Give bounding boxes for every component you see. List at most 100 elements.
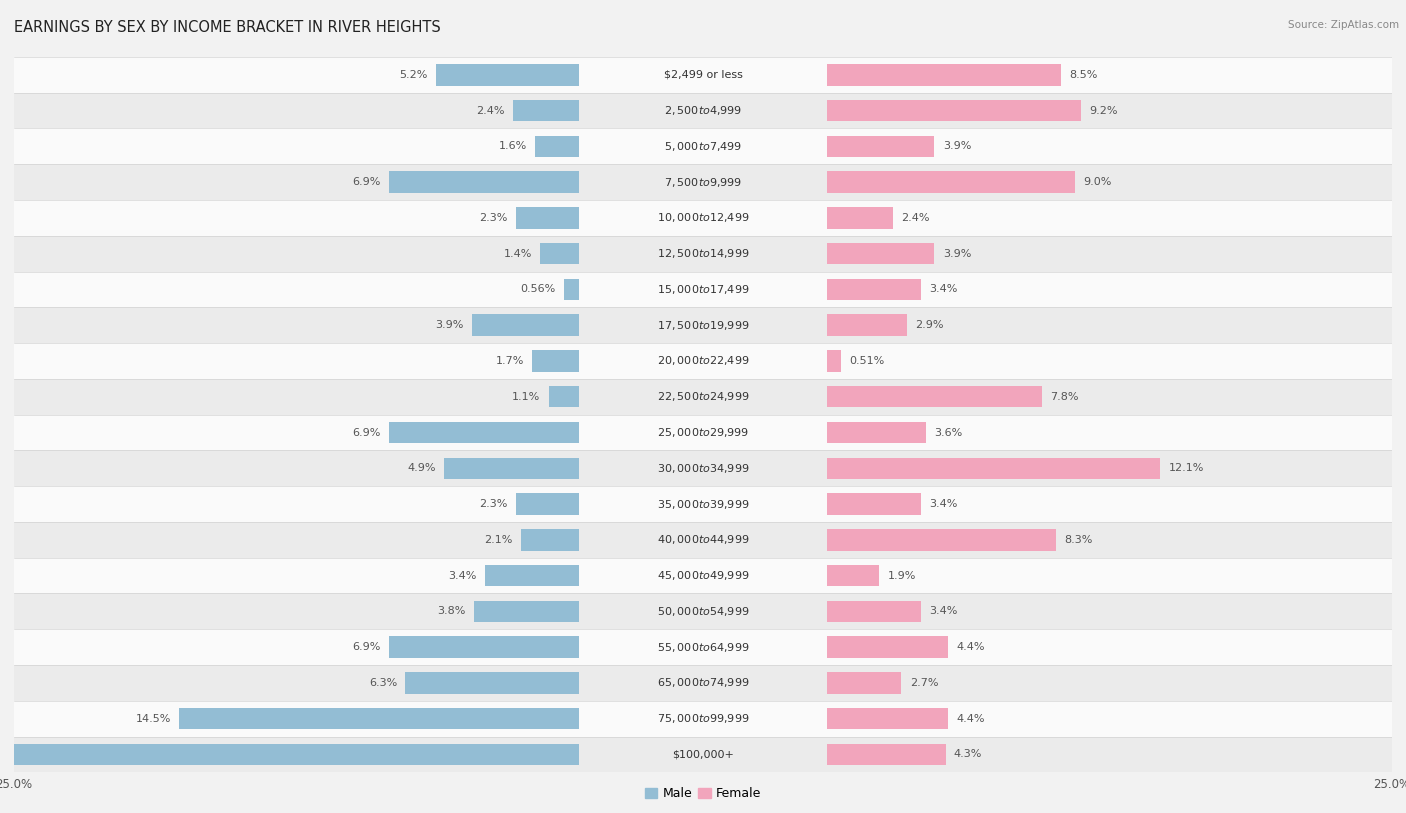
Text: $12,500 to $14,999: $12,500 to $14,999 (657, 247, 749, 260)
Text: 7.8%: 7.8% (1050, 392, 1078, 402)
Bar (471, 315, 579, 336)
Bar (540, 243, 579, 264)
Bar (827, 243, 935, 264)
Bar (14, 379, 1392, 415)
Bar (14, 558, 1392, 593)
Bar (827, 708, 948, 729)
Text: 8.3%: 8.3% (1064, 535, 1092, 545)
Bar (516, 207, 579, 228)
Bar (474, 601, 579, 622)
Text: 4.3%: 4.3% (953, 750, 983, 759)
Text: 3.9%: 3.9% (434, 320, 463, 330)
Bar (14, 93, 1392, 128)
Text: $17,500 to $19,999: $17,500 to $19,999 (657, 319, 749, 332)
Bar (14, 343, 1392, 379)
Text: 1.9%: 1.9% (887, 571, 917, 580)
Text: $30,000 to $34,999: $30,000 to $34,999 (657, 462, 749, 475)
Text: 6.9%: 6.9% (352, 177, 381, 187)
Bar (14, 164, 1392, 200)
Bar (14, 450, 1392, 486)
Bar (14, 415, 1392, 450)
Bar (827, 386, 1042, 407)
Bar (827, 422, 927, 443)
Text: 12.1%: 12.1% (1168, 463, 1204, 473)
Text: $50,000 to $54,999: $50,000 to $54,999 (657, 605, 749, 618)
Text: 4.9%: 4.9% (408, 463, 436, 473)
Text: 3.4%: 3.4% (449, 571, 477, 580)
Text: $5,000 to $7,499: $5,000 to $7,499 (664, 140, 742, 153)
Text: 3.9%: 3.9% (943, 249, 972, 259)
Text: 2.3%: 2.3% (479, 213, 508, 223)
Bar (827, 136, 935, 157)
Text: $25,000 to $29,999: $25,000 to $29,999 (657, 426, 749, 439)
Bar (827, 458, 1160, 479)
Bar (827, 637, 948, 658)
Bar (14, 593, 1392, 629)
Bar (14, 57, 1392, 93)
Text: 9.0%: 9.0% (1083, 177, 1112, 187)
Bar (14, 307, 1392, 343)
Bar (14, 629, 1392, 665)
Text: 1.1%: 1.1% (512, 392, 540, 402)
Text: $22,500 to $24,999: $22,500 to $24,999 (657, 390, 749, 403)
Bar (14, 200, 1392, 236)
Text: $15,000 to $17,499: $15,000 to $17,499 (657, 283, 749, 296)
Text: 3.4%: 3.4% (929, 606, 957, 616)
Bar (534, 136, 579, 157)
Text: $2,499 or less: $2,499 or less (664, 70, 742, 80)
Text: 2.4%: 2.4% (477, 106, 505, 115)
Bar (389, 172, 579, 193)
Bar (564, 279, 579, 300)
Bar (0, 744, 579, 765)
Text: $45,000 to $49,999: $45,000 to $49,999 (657, 569, 749, 582)
Text: $40,000 to $44,999: $40,000 to $44,999 (657, 533, 749, 546)
Text: 2.3%: 2.3% (479, 499, 508, 509)
Bar (389, 637, 579, 658)
Bar (516, 493, 579, 515)
Text: 3.8%: 3.8% (437, 606, 465, 616)
Bar (531, 350, 579, 372)
Bar (389, 422, 579, 443)
Text: 3.6%: 3.6% (935, 428, 963, 437)
Bar (436, 64, 579, 85)
Text: $7,500 to $9,999: $7,500 to $9,999 (664, 176, 742, 189)
Text: 0.51%: 0.51% (849, 356, 884, 366)
Bar (827, 279, 921, 300)
Text: Source: ZipAtlas.com: Source: ZipAtlas.com (1288, 20, 1399, 30)
Bar (14, 665, 1392, 701)
Text: 6.3%: 6.3% (368, 678, 396, 688)
Text: 1.7%: 1.7% (495, 356, 524, 366)
Text: $55,000 to $64,999: $55,000 to $64,999 (657, 641, 749, 654)
Bar (827, 172, 1076, 193)
Bar (14, 486, 1392, 522)
Bar (827, 207, 893, 228)
Bar (548, 386, 579, 407)
Text: 6.9%: 6.9% (352, 428, 381, 437)
Bar (444, 458, 579, 479)
Text: $10,000 to $12,499: $10,000 to $12,499 (657, 211, 749, 224)
Text: 1.6%: 1.6% (498, 141, 527, 151)
Text: 2.4%: 2.4% (901, 213, 929, 223)
Text: 6.9%: 6.9% (352, 642, 381, 652)
Text: 3.4%: 3.4% (929, 285, 957, 294)
Text: $2,500 to $4,999: $2,500 to $4,999 (664, 104, 742, 117)
Bar (14, 701, 1392, 737)
Bar (180, 708, 579, 729)
Text: $20,000 to $22,499: $20,000 to $22,499 (657, 354, 749, 367)
Text: EARNINGS BY SEX BY INCOME BRACKET IN RIVER HEIGHTS: EARNINGS BY SEX BY INCOME BRACKET IN RIV… (14, 20, 441, 35)
Bar (522, 529, 579, 550)
Bar (827, 315, 907, 336)
Bar (827, 350, 841, 372)
Text: 0.56%: 0.56% (520, 285, 555, 294)
Bar (827, 529, 1056, 550)
Text: 8.5%: 8.5% (1070, 70, 1098, 80)
Text: 4.4%: 4.4% (956, 642, 986, 652)
Text: 14.5%: 14.5% (136, 714, 172, 724)
Text: $65,000 to $74,999: $65,000 to $74,999 (657, 676, 749, 689)
Bar (14, 128, 1392, 164)
Bar (827, 64, 1062, 85)
Text: 4.4%: 4.4% (956, 714, 986, 724)
Bar (827, 565, 879, 586)
Legend: Male, Female: Male, Female (640, 782, 766, 806)
Text: 9.2%: 9.2% (1088, 106, 1118, 115)
